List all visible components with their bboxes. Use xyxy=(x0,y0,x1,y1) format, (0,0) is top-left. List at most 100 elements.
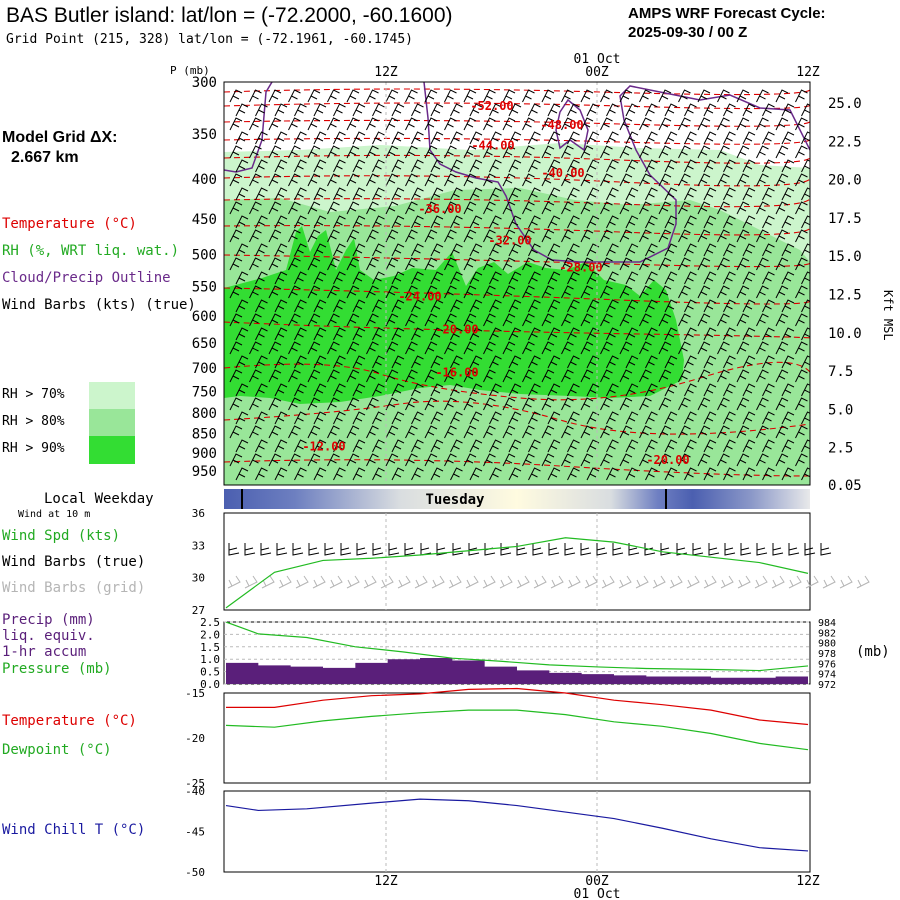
upper-barb xyxy=(385,453,399,467)
upper-barb xyxy=(684,355,697,369)
upper-barb xyxy=(405,425,418,439)
upper-barb xyxy=(274,355,288,369)
upper-barb xyxy=(333,131,346,145)
upper-barb xyxy=(756,425,769,439)
upper-barb xyxy=(444,89,457,103)
upper-barb xyxy=(411,271,424,285)
upper-barb xyxy=(606,411,619,425)
upper-barb xyxy=(294,159,307,173)
upper-barb xyxy=(697,145,711,159)
upper-barb xyxy=(430,215,444,229)
contour-label-5: -32.00 xyxy=(488,234,531,248)
upper-barb xyxy=(684,243,697,257)
upper-barb xyxy=(664,383,678,397)
upper-barb xyxy=(469,383,483,397)
true-barb xyxy=(532,543,544,556)
upper-barb xyxy=(619,453,633,467)
upper-barb xyxy=(229,285,243,299)
upper-barb xyxy=(664,131,678,145)
upper-barb xyxy=(781,467,795,481)
upper-barb xyxy=(586,131,600,145)
upper-barb xyxy=(703,355,717,369)
upper-barb xyxy=(567,215,580,229)
pressure-tick-4: 500 xyxy=(192,247,217,263)
upper-barb xyxy=(762,411,775,425)
upper-barb xyxy=(658,145,672,159)
upper-barb xyxy=(600,313,613,327)
upper-barb xyxy=(489,187,502,201)
upper-barb xyxy=(372,355,385,369)
upper-barb xyxy=(450,355,463,369)
upper-barb xyxy=(723,411,736,425)
upper-barb xyxy=(781,159,795,173)
upper-barb xyxy=(502,397,516,411)
upper-barb xyxy=(795,369,808,383)
upper-barb xyxy=(405,201,418,215)
upper-barb xyxy=(703,103,717,117)
upper-barb xyxy=(274,187,288,201)
upper-barb xyxy=(781,215,795,229)
upper-barb xyxy=(561,229,574,243)
upper-barb xyxy=(255,215,268,229)
upper-barb xyxy=(522,145,535,159)
upper-barb xyxy=(522,341,535,355)
upper-barb xyxy=(703,243,717,257)
upper-barb xyxy=(327,369,340,383)
grid-point-subtitle: Grid Point (215, 328) lat/lon = (-72.196… xyxy=(6,32,413,47)
upper-barb xyxy=(600,201,613,215)
upper-barb xyxy=(405,313,418,327)
upper-barb xyxy=(619,425,633,439)
upper-barb xyxy=(742,327,756,341)
upper-barb xyxy=(736,89,750,103)
upper-barb xyxy=(645,271,658,285)
upper-barb xyxy=(606,299,619,313)
upper-barb xyxy=(385,341,399,355)
upper-barb xyxy=(619,173,633,187)
grid-barb xyxy=(397,575,411,589)
upper-barb xyxy=(327,397,340,411)
upper-barb xyxy=(489,243,502,257)
upper-barb xyxy=(645,439,658,453)
upper-barb xyxy=(619,229,633,243)
upper-barb xyxy=(430,131,444,145)
upper-barb xyxy=(424,341,438,355)
upper-barb xyxy=(385,145,399,159)
upper-barb xyxy=(658,257,672,271)
upper-barb xyxy=(625,383,639,397)
upper-barb xyxy=(717,145,730,159)
upper-barb xyxy=(756,89,769,103)
pressure-tick-8: 700 xyxy=(192,361,217,377)
precip-tick-2: 1.5 xyxy=(200,641,220,654)
true-barb xyxy=(580,543,592,556)
upper-barb xyxy=(450,439,463,453)
true-barb xyxy=(340,543,352,556)
upper-barb xyxy=(385,89,399,103)
contour-label-7: -24.00 xyxy=(398,289,441,303)
grid-barb xyxy=(822,575,836,589)
upper-barb xyxy=(664,439,678,453)
upper-barb xyxy=(645,299,658,313)
upper-barb xyxy=(547,411,561,425)
upper-barb xyxy=(469,467,483,481)
upper-barb xyxy=(463,201,477,215)
upper-barb xyxy=(580,453,594,467)
upper-barb xyxy=(703,411,717,425)
upper-barb xyxy=(684,187,697,201)
windchill-axis: -40 -45 -50 xyxy=(185,785,205,879)
upper-barb xyxy=(372,159,385,173)
upper-barb xyxy=(600,229,613,243)
upper-barb xyxy=(795,173,808,187)
upper-barb xyxy=(664,327,678,341)
upper-barb xyxy=(684,271,697,285)
upper-barb xyxy=(684,439,697,453)
pressure-line xyxy=(225,622,809,672)
upper-barb xyxy=(489,103,502,117)
upper-barb xyxy=(639,229,652,243)
pressure-tick-mb-2: 980 xyxy=(818,639,836,650)
height-tick-5: 12.5 xyxy=(828,288,862,304)
upper-barb xyxy=(775,257,789,271)
upper-barb xyxy=(678,117,691,131)
upper-barb xyxy=(697,453,711,467)
upper-barb xyxy=(235,187,249,201)
upper-barb xyxy=(249,453,262,467)
